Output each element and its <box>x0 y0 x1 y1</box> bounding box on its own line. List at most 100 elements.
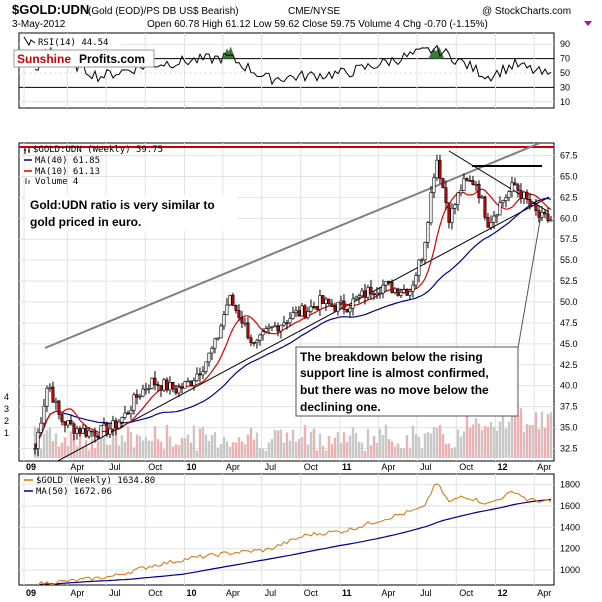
volume-bar <box>324 450 328 458</box>
x-tick-label: Apr <box>70 462 84 472</box>
rsi-tick-label: 30 <box>560 82 570 92</box>
volume-bar <box>195 450 199 458</box>
volume-bar <box>540 411 544 458</box>
volume-bar <box>420 449 424 458</box>
candle-body <box>423 242 427 261</box>
candle-body <box>492 215 496 223</box>
volume-bar <box>192 425 196 458</box>
volume-bar <box>339 442 343 458</box>
candle-body <box>300 305 304 317</box>
x-tick-label: Apr <box>226 462 240 472</box>
volume-bar <box>228 446 232 458</box>
volume-bar <box>375 443 379 458</box>
x-tick-label: Apr <box>381 462 395 472</box>
candle-body <box>375 292 379 296</box>
volume-bar <box>327 435 331 458</box>
candle-body <box>384 281 388 286</box>
candle-body <box>426 222 430 243</box>
candle-body <box>78 428 82 434</box>
volume-bar <box>186 434 190 458</box>
volume-bar <box>351 427 355 458</box>
rsi-tick-label: 50 <box>560 68 570 78</box>
candle-body <box>216 337 220 340</box>
volume-bar <box>516 415 520 458</box>
volume-bar <box>108 444 112 458</box>
volume-bar <box>105 444 109 458</box>
volume-bar <box>438 424 442 458</box>
volume-bar <box>120 435 124 458</box>
candle-body <box>486 217 490 228</box>
ma40-line <box>34 198 552 449</box>
candle-body <box>396 288 400 296</box>
volume-tick-label: 4 <box>4 392 9 402</box>
candle-body <box>510 182 514 192</box>
volume-bar <box>147 440 151 458</box>
candle-body <box>315 306 319 310</box>
volume-bar <box>33 426 37 458</box>
candle-body <box>294 310 298 314</box>
candle-body <box>246 322 250 339</box>
volume-bar <box>453 447 457 458</box>
candle-body <box>234 305 238 311</box>
sunshine-logo <box>13 49 155 68</box>
rsi-legend: RSI(14) 44.54 <box>38 38 108 48</box>
candle-body <box>114 420 118 429</box>
volume-bar <box>486 426 490 458</box>
volume-bar <box>390 441 394 458</box>
gold-tick-label: 1000 <box>560 565 580 575</box>
legend-gold: $GOLD (Weekly) 1634.80 <box>36 476 155 486</box>
candle-body <box>168 382 172 391</box>
candle-body <box>402 289 406 293</box>
volume-bar <box>258 448 262 458</box>
candle-body <box>462 178 466 191</box>
candle-body <box>60 414 64 422</box>
gold-tick-label: 1800 <box>560 480 580 490</box>
volume-bar <box>156 439 160 458</box>
candle-body <box>243 322 247 325</box>
volume-bar <box>213 432 217 458</box>
candle-body <box>537 210 541 218</box>
volume-bar <box>159 441 163 458</box>
volume-bar <box>396 443 400 458</box>
candle-body <box>468 180 472 182</box>
volume-bar <box>39 448 43 458</box>
candle-body <box>198 373 202 376</box>
volume-bar <box>399 448 403 458</box>
volume-bar <box>225 441 229 458</box>
candle-body <box>240 317 244 324</box>
annotation-box-line1: The breakdown below the rising <box>300 350 483 364</box>
candle-body <box>534 203 538 211</box>
candle-body <box>63 421 67 426</box>
candle-body <box>171 382 175 390</box>
volume-bar <box>126 426 130 458</box>
volume-bar <box>432 426 436 458</box>
candle-body <box>354 296 358 300</box>
rsi-line <box>34 44 552 86</box>
volume-bar <box>69 431 73 458</box>
candle-body <box>390 281 394 293</box>
candle-body <box>93 431 97 437</box>
volume-bar <box>72 434 76 458</box>
annotation-box-line2: support line is almost confirmed, <box>300 366 489 380</box>
candle-body <box>336 301 340 312</box>
volume-bar <box>435 427 439 458</box>
candle-body <box>399 292 403 296</box>
candle-body <box>153 377 157 385</box>
candle-body <box>261 331 265 336</box>
volume-bar <box>243 444 247 458</box>
candle-body <box>36 432 40 449</box>
volume-bar <box>369 445 373 458</box>
candle-body <box>366 286 370 298</box>
candle-body <box>174 388 178 394</box>
candle-legend-icon <box>24 147 30 154</box>
candle-body <box>237 310 241 318</box>
candle-body <box>222 314 226 327</box>
candle-body <box>498 202 502 216</box>
volume-bar <box>168 436 172 458</box>
candle-body <box>318 295 322 310</box>
candle-body <box>381 284 385 294</box>
candle-body <box>138 395 142 398</box>
candle-body <box>132 394 136 411</box>
candle-body <box>312 306 316 308</box>
volume-bar <box>414 434 418 458</box>
